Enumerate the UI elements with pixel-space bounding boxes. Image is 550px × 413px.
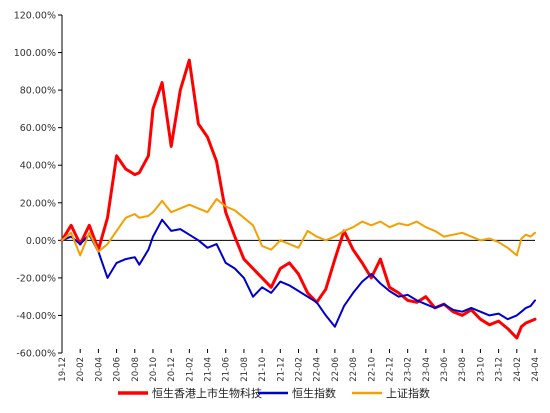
x-tick-label: 21-10 <box>258 357 268 382</box>
x-tick-label: 23-08 <box>458 357 468 382</box>
legend: 恒生香港上市生物科技 恒生指数 上证指数 <box>118 386 430 400</box>
y-axis: 120.00% 100.00% 80.00% 60.00% 40.00% 20.00% 0.… <box>14 11 63 360</box>
x-tick-label: 21-06 <box>222 357 232 382</box>
x-tick-label: 20-02 <box>76 357 86 382</box>
x-tick-label: 21-02 <box>185 357 195 382</box>
x-tick-label: 20-08 <box>131 357 141 382</box>
legend-label-2: 恒生指数 <box>292 386 336 400</box>
series-line-3 <box>61 198 536 257</box>
y-tick-label: 60.00% <box>20 123 56 134</box>
x-tick-label: 23-10 <box>476 357 486 382</box>
y-tick-label: 120.00% <box>14 11 56 22</box>
x-tick-label: 24-02 <box>513 357 523 382</box>
x-tick-label: 23-12 <box>495 357 505 382</box>
y-tick-label: 40.00% <box>20 161 56 172</box>
x-tick-label: 23-02 <box>404 357 414 382</box>
x-axis: 19-12 20-02 20-04 20-06 20-08 20-10 20-12 21-02… <box>58 239 541 382</box>
x-tick-label: 19-12 <box>58 357 68 382</box>
x-tick-label: 23-04 <box>422 357 432 382</box>
y-tick-label: 80.00% <box>20 86 56 97</box>
x-tick-label: 20-12 <box>167 357 177 382</box>
x-tick-label: 22-12 <box>385 357 395 382</box>
x-tick-label: 20-10 <box>149 357 159 382</box>
x-tick-label: 22-10 <box>367 357 377 382</box>
y-tick-label: -40.00% <box>16 311 56 322</box>
x-tick-label: 22-02 <box>295 357 305 382</box>
legend-label-1: 恒生香港上市生物科技 <box>152 386 262 400</box>
y-tick-label: -60.00% <box>16 349 56 360</box>
plot-series <box>60 58 537 340</box>
x-tick-label: 24-04 <box>531 357 541 382</box>
x-tick-label: 23-06 <box>440 357 450 382</box>
y-tick-label: 0.00% <box>26 236 56 247</box>
x-tick-label: 20-06 <box>113 357 123 382</box>
x-tick-label: 22-04 <box>313 357 323 382</box>
series-line-2 <box>61 218 536 328</box>
y-tick-label: 20.00% <box>20 198 56 209</box>
y-tick-label: -20.00% <box>16 273 56 284</box>
x-tick-label: 20-04 <box>94 357 104 382</box>
x-tick-label: 21-08 <box>240 357 250 382</box>
x-tick-label: 21-12 <box>276 357 286 382</box>
x-tick-label: 21-04 <box>204 357 214 382</box>
x-tick-label: 22-06 <box>331 357 341 382</box>
legend-label-3: 上证指数 <box>386 386 430 400</box>
x-tick-label: 22-08 <box>349 357 359 382</box>
series-line-1 <box>60 58 537 340</box>
y-tick-label: 100.00% <box>14 48 56 59</box>
